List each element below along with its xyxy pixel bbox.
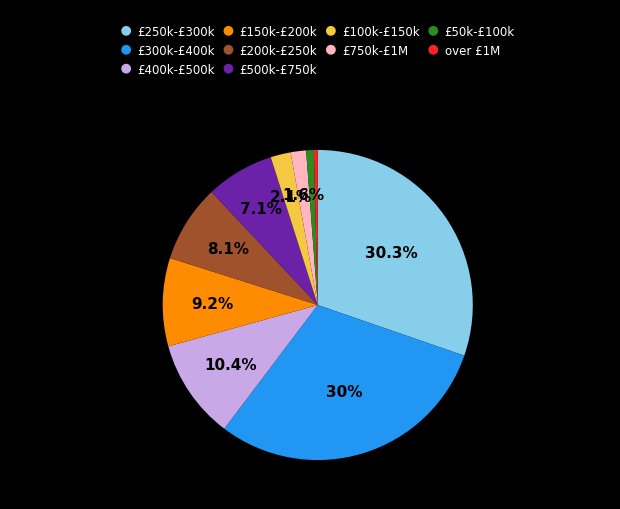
Wedge shape — [271, 153, 317, 305]
Wedge shape — [211, 158, 317, 305]
Wedge shape — [170, 192, 317, 305]
Wedge shape — [306, 151, 317, 305]
Wedge shape — [317, 151, 473, 356]
Wedge shape — [314, 151, 318, 305]
Legend: £250k-£300k, £300k-£400k, £400k-£500k, £150k-£200k, £200k-£250k, £500k-£750k, £1: £250k-£300k, £300k-£400k, £400k-£500k, £… — [116, 21, 520, 81]
Text: 9.2%: 9.2% — [191, 296, 234, 311]
Wedge shape — [291, 151, 317, 305]
Text: 1.6%: 1.6% — [283, 187, 325, 203]
Text: 2.1%: 2.1% — [270, 190, 312, 205]
Wedge shape — [224, 305, 464, 460]
Text: 10.4%: 10.4% — [204, 357, 257, 372]
Wedge shape — [162, 259, 317, 347]
Wedge shape — [169, 305, 317, 429]
Text: 7.1%: 7.1% — [240, 202, 282, 217]
Text: 8.1%: 8.1% — [208, 242, 250, 257]
Text: 30.3%: 30.3% — [365, 246, 417, 261]
Text: 30%: 30% — [326, 384, 362, 399]
